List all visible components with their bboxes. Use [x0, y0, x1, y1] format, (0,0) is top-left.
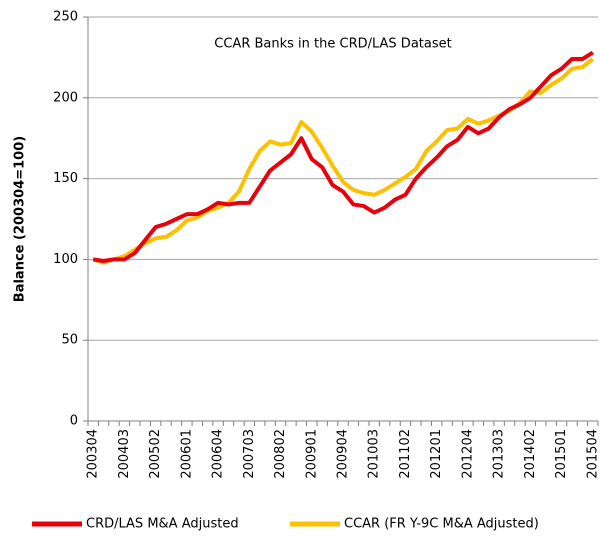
x-tick-label: 201102 [398, 429, 413, 479]
y-tick-label: 200 [53, 90, 78, 105]
x-tick-label: 201504 [585, 429, 600, 479]
x-tick-label: 200802 [273, 429, 288, 479]
y-tick-label: 250 [53, 10, 78, 25]
x-tick-label: 200604 [211, 429, 226, 479]
x-tick-label: 200502 [148, 429, 163, 479]
x-tick-label: 200904 [336, 429, 351, 479]
x-tick-label: 201501 [554, 429, 569, 479]
x-tick-label: 201204 [460, 429, 475, 479]
legend-label: CCAR (FR Y-9C M&A Adjusted) [344, 517, 539, 532]
legend-label: CRD/LAS M&A Adjusted [86, 517, 239, 532]
y-tick-label: 150 [53, 171, 78, 186]
y-tick-label: 100 [53, 252, 78, 267]
x-tick-label: 200403 [117, 429, 132, 479]
x-tick-label: 200901 [304, 429, 319, 479]
x-tick-label: 200703 [242, 429, 257, 479]
y-axis-label: Balance (200304=100) [13, 136, 28, 302]
series-line [92, 50, 594, 264]
y-tick-label: 50 [61, 333, 78, 348]
series-line [92, 57, 595, 265]
x-tick-label: 201402 [523, 429, 538, 479]
chart-title: CCAR Banks in the CRD/LAS Dataset [214, 37, 451, 52]
y-tick-label: 0 [70, 414, 78, 429]
x-tick-label: 201201 [429, 429, 444, 479]
x-tick-label: 201003 [367, 429, 382, 479]
x-tick-label: 200304 [86, 429, 101, 479]
x-tick-label: 201303 [492, 429, 507, 479]
x-tick-label: 200601 [179, 429, 194, 479]
